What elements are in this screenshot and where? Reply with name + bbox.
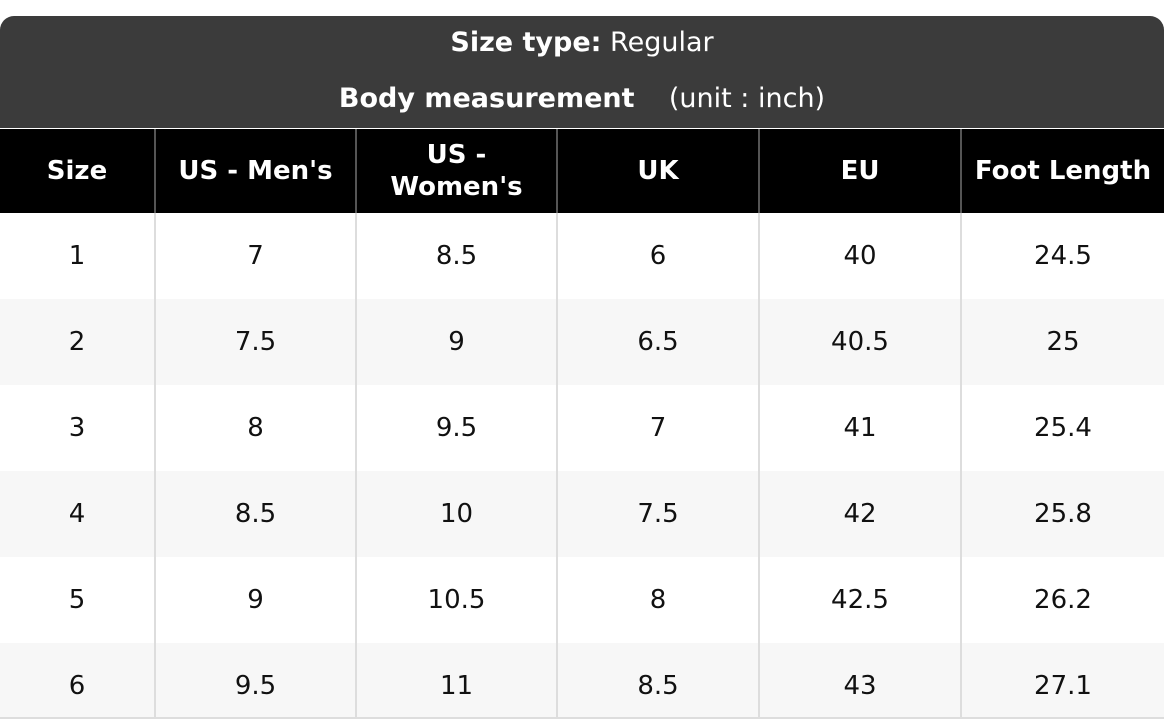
table-cell: 7 bbox=[556, 385, 759, 471]
table-cell: 8 bbox=[154, 385, 356, 471]
table-cell: 25.4 bbox=[960, 385, 1164, 471]
table-row: 1 7 8.5 6 40 24.5 bbox=[0, 213, 1164, 299]
table-cell: 6 bbox=[0, 643, 155, 717]
table-cell: 42.5 bbox=[758, 557, 961, 643]
table-cell: 9 bbox=[355, 299, 557, 385]
table-cell: 26.2 bbox=[960, 557, 1164, 643]
table-cell: 2 bbox=[0, 299, 155, 385]
table-cell: 6 bbox=[556, 213, 759, 299]
table-cell: 3 bbox=[68, 413, 86, 443]
column-header: Size bbox=[0, 129, 155, 213]
table-cell: 7.5 bbox=[154, 299, 356, 385]
table-row: 5 9 10.5 8 42.5 26.2 bbox=[0, 557, 1164, 643]
body-label: Body measurement bbox=[338, 83, 635, 114]
table-body: 1 7 8.5 6 40 24.5 2 7.5 9 6.5 40.5 25 3 8 9.5 7 41 25.4 4 8… bbox=[0, 213, 1164, 717]
table-cell: 5 bbox=[68, 585, 86, 615]
table-row: 6 9.5 11 8.5 43 27.1 bbox=[0, 643, 1164, 717]
unit-label: (unit : inch) bbox=[668, 83, 826, 114]
size-table: Size US - Men's US - Women's UK EU Foot Lengt… bbox=[0, 129, 1164, 717]
column-header: EU bbox=[758, 129, 961, 213]
table-cell: 8.5 bbox=[154, 471, 356, 557]
table-cell: 40 bbox=[758, 213, 961, 299]
size-chart: Size type: Regular Body measurement (uni… bbox=[0, 16, 1164, 719]
measurement-line: Body measurement (unit : inch) bbox=[0, 82, 1164, 116]
table-cell: 8.5 bbox=[556, 643, 759, 717]
table-cell: 4 bbox=[0, 471, 155, 557]
table-cell: 42 bbox=[758, 471, 961, 557]
column-header: US - Women's bbox=[355, 129, 557, 213]
table-row: 3 8 9.5 7 41 25.4 bbox=[0, 385, 1164, 471]
table-cell: 24.5 bbox=[960, 213, 1164, 299]
table-cell: 43 bbox=[758, 643, 961, 717]
table-cell: 8 bbox=[556, 557, 759, 643]
table-row: 4 8.5 10 7.5 42 25.8 bbox=[0, 471, 1164, 557]
column-header: US - Men's bbox=[154, 129, 356, 213]
table-cell: 10.5 bbox=[355, 557, 557, 643]
table-cell: 9.5 bbox=[154, 643, 356, 717]
column-header: Foot Length bbox=[960, 129, 1164, 213]
table-cell: 25.8 bbox=[960, 471, 1164, 557]
table-cell: 8.5 bbox=[355, 213, 557, 299]
table-cell: 27.1 bbox=[960, 643, 1164, 717]
table-cell: 25 bbox=[960, 299, 1164, 385]
size-type-line: Size type: Regular bbox=[0, 26, 1164, 60]
table-cell: 6.5 bbox=[556, 299, 759, 385]
table-row: 2 7.5 9 6.5 40.5 25 bbox=[0, 299, 1164, 385]
table-cell: 7.5 bbox=[556, 471, 759, 557]
table-cell: 1 bbox=[68, 241, 86, 271]
table-cell: 41 bbox=[758, 385, 961, 471]
chart-header: Size type: Regular Body measurement (uni… bbox=[0, 16, 1164, 128]
size-type-value: Regular bbox=[610, 27, 714, 58]
size-type-label: Size type: bbox=[450, 27, 602, 58]
header-row: Size US - Men's US - Women's UK EU Foot Lengt… bbox=[0, 129, 1164, 213]
table-cell: 10 bbox=[355, 471, 557, 557]
table-cell: 11 bbox=[355, 643, 557, 717]
column-header: UK bbox=[556, 129, 759, 213]
table-cell: 9.5 bbox=[355, 385, 557, 471]
table-cell: 40.5 bbox=[758, 299, 961, 385]
table-cell: 9 bbox=[154, 557, 356, 643]
table-cell: 7 bbox=[154, 213, 356, 299]
